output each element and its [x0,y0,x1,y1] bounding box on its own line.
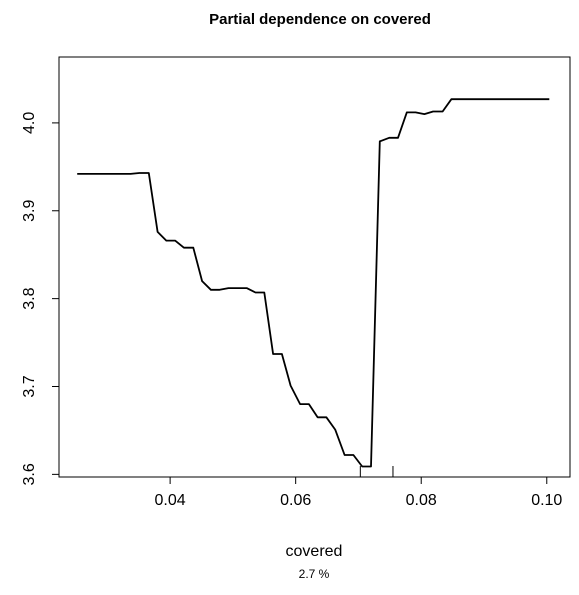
y-tick-label: 3.9 [21,200,38,222]
chart-title: Partial dependence on covered [209,11,431,28]
y-axis: 3.6 3.7 3.8 3.9 4.0 [21,112,60,485]
x-axis: 0.04 0.06 0.08 0.10 [155,476,562,509]
x-tick-label: 0.04 [155,492,186,509]
x-axis-subtitle: 2.7 % [299,567,330,581]
rug-marks [359,466,394,477]
x-tick-label: 0.06 [280,492,311,509]
series-group [77,98,550,468]
series-line [77,98,550,468]
y-tick-label: 3.6 [21,463,38,485]
y-tick-label: 3.7 [21,375,38,397]
x-axis-title: covered [286,543,343,560]
x-tick-label: 0.08 [406,492,437,509]
x-tick-label: 0.10 [531,492,562,509]
y-tick-label: 3.8 [21,287,38,309]
y-tick-label: 4.0 [21,112,38,134]
